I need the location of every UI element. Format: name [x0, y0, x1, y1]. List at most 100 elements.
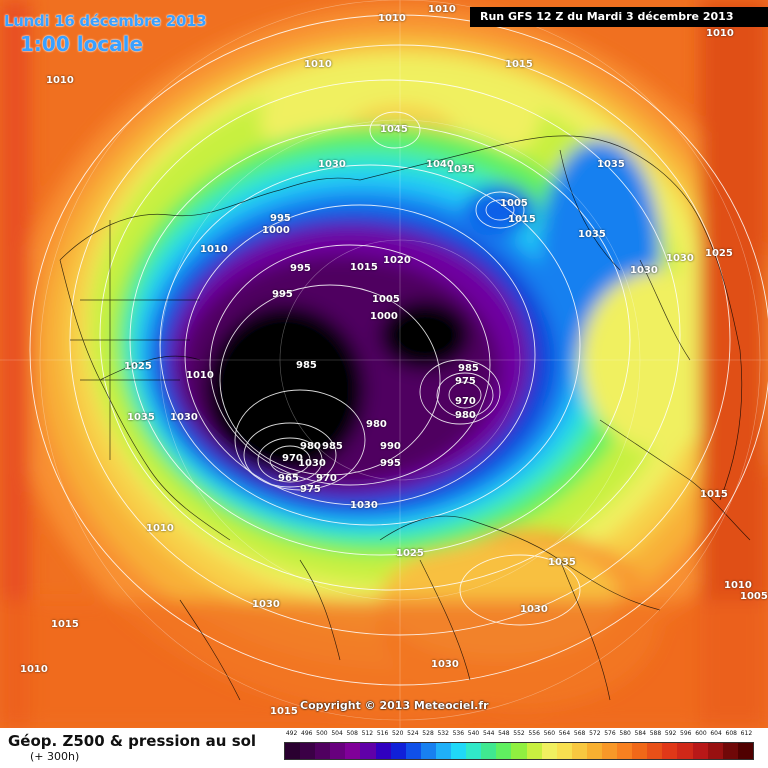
pressure-label: 1015 — [350, 262, 378, 273]
coastlines — [59, 135, 751, 701]
pressure-label: 1035 — [578, 229, 606, 240]
scale-swatch — [511, 743, 527, 759]
pressure-label: 1030 — [318, 159, 346, 170]
pressure-label: 1010 — [20, 664, 48, 675]
scale-value: 504 — [331, 730, 343, 737]
pressure-label: 1015 — [51, 619, 79, 630]
pressure-label: 1010 — [46, 75, 74, 86]
scale-value: 508 — [346, 730, 358, 737]
pressure-label: 975 — [455, 376, 476, 387]
pressure-label: 1045 — [380, 124, 408, 135]
scale-swatch — [496, 743, 512, 759]
pressure-label: 1005 — [500, 198, 528, 209]
scale-swatch — [556, 743, 572, 759]
pressure-label: 1010 — [304, 59, 332, 70]
scale-value: 528 — [422, 730, 434, 737]
scale-value: 524 — [407, 730, 419, 737]
scale-swatch — [330, 743, 346, 759]
legend-title: Géop. Z500 & pression au sol — [8, 732, 257, 750]
scale-swatch — [601, 743, 618, 759]
scale-value: 580 — [619, 730, 631, 737]
scale-value: 520 — [391, 730, 404, 737]
scale-value: 596 — [680, 730, 692, 737]
pressure-label: 1010 — [724, 580, 752, 591]
scale-value: 512 — [361, 730, 374, 737]
forecast-time: 1:00 locale — [20, 32, 144, 56]
scale-value: 612 — [740, 730, 753, 737]
scale-value: 552 — [513, 730, 525, 737]
run-info: Run GFS 12 Z du Mardi 3 décembre 2013 — [470, 7, 768, 27]
scale-swatch — [737, 743, 753, 759]
pressure-label: 995 — [290, 263, 311, 274]
pressure-label: 1015 — [508, 214, 536, 225]
pressure-label: 1010 — [706, 28, 734, 39]
pressure-label: 1000 — [262, 225, 290, 236]
copyright-text: Copyright © 2013 Meteociel.fr — [300, 699, 489, 712]
pressure-label: 1035 — [127, 412, 155, 423]
legend-bar: Géop. Z500 & pression au sol (+ 300h) 49… — [0, 728, 768, 768]
scale-value: 532 — [437, 730, 449, 737]
pressure-label: 980 — [300, 441, 321, 452]
pressure-label: 1015 — [270, 706, 298, 717]
scale-value: 600 — [695, 730, 707, 737]
scale-value: 608 — [725, 730, 737, 737]
pressure-label: 1030 — [252, 599, 280, 610]
scale-swatch — [360, 743, 376, 759]
isobars — [29, 14, 768, 686]
pressure-label: 1010 — [146, 523, 174, 534]
scale-value: 584 — [634, 730, 647, 737]
scale-value: 564 — [558, 730, 571, 737]
scale-value: 592 — [664, 730, 677, 737]
pressure-label: 1030 — [666, 253, 694, 264]
pressure-label: 985 — [458, 363, 479, 374]
scale-swatch — [481, 743, 497, 759]
scale-swatch — [541, 743, 557, 759]
pressure-label: 995 — [270, 213, 291, 224]
scale-value: 536 — [452, 730, 465, 737]
scale-value: 496 — [301, 730, 313, 737]
scale-swatch — [707, 743, 723, 759]
color-scale-labels: 492 496 500 504 508 512 516 520 524 528 532 536 540 5… — [284, 730, 754, 742]
pressure-label: 1010 — [186, 370, 214, 381]
scale-swatch — [451, 743, 467, 759]
pressure-label: 970 — [455, 396, 476, 407]
pressure-label: 1035 — [597, 159, 625, 170]
legend-subtitle: (+ 300h) — [30, 750, 80, 763]
scale-swatch — [390, 743, 406, 759]
pressure-label: 1000 — [370, 311, 398, 322]
scale-swatch — [722, 743, 738, 759]
weather-map: 1010 1010 1010 1010 1015 1010 1045 1030 1040 1035… — [0, 0, 768, 728]
scale-swatch — [285, 743, 301, 759]
pressure-label: 985 — [322, 441, 343, 452]
pressure-label: 1010 — [200, 244, 228, 255]
pressure-label: 995 — [380, 458, 401, 469]
pressure-label: 1030 — [298, 458, 326, 469]
pressure-label: 1025 — [705, 248, 733, 259]
scale-swatch — [617, 743, 633, 759]
scale-swatch — [526, 743, 542, 759]
scale-swatch — [420, 743, 436, 759]
pressure-label: 1030 — [630, 265, 658, 276]
color-scale-bar — [284, 742, 754, 760]
scale-swatch — [662, 743, 678, 759]
scale-value: 572 — [589, 730, 601, 737]
scale-swatch — [677, 743, 693, 759]
pressure-label: 1005 — [740, 591, 768, 602]
pressure-label: 1025 — [124, 361, 152, 372]
pressure-label: 985 — [296, 360, 317, 371]
scale-swatch — [692, 743, 708, 759]
pressure-label: 1035 — [548, 557, 576, 568]
scale-swatch — [345, 743, 361, 759]
pressure-label: 1030 — [520, 604, 548, 615]
scale-value: 588 — [649, 730, 662, 737]
pressure-label: 990 — [380, 441, 401, 452]
pressure-label: 970 — [282, 453, 303, 464]
graticule — [0, 0, 768, 728]
pressure-label: 965 — [278, 473, 299, 484]
scale-swatch — [375, 743, 391, 759]
geopotential-field — [0, 0, 768, 728]
scale-swatch — [647, 743, 663, 759]
pressure-label: 1025 — [396, 548, 424, 559]
pressure-label: 975 — [300, 484, 321, 495]
scale-value: 560 — [543, 730, 556, 737]
